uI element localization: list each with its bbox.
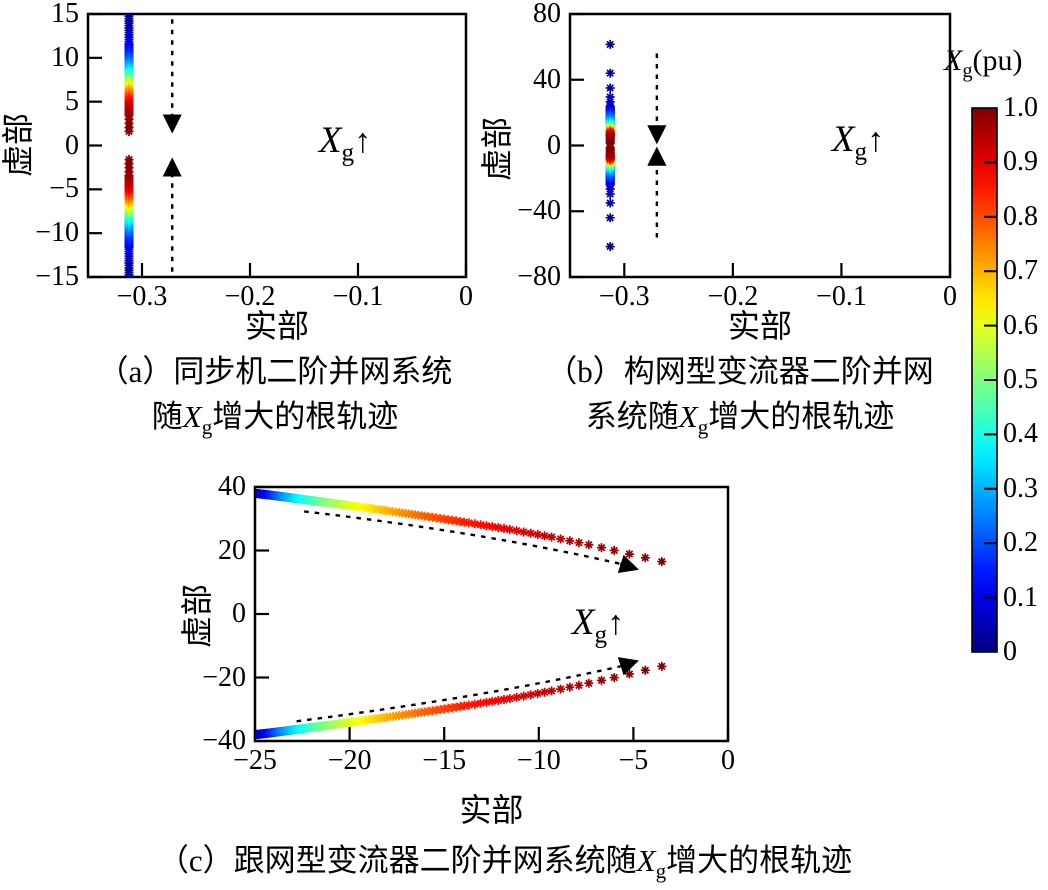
colorbar-tick-label: 0.1 bbox=[1003, 581, 1038, 613]
subplot-b-xtick-label: 0 bbox=[943, 281, 957, 312]
subplot-c-caption: （c）跟网型变流器二阶并网系统随Xg增大的根轨迹 bbox=[85, 838, 925, 890]
subplot-a-ytick-label: 10 bbox=[51, 41, 79, 73]
subplot-c-xtick-label: 0 bbox=[721, 745, 735, 776]
subplot-a-xtick-label: −0.1 bbox=[332, 281, 384, 312]
caption-b-line1: （b）构网型变流器二阶并网 bbox=[546, 354, 934, 389]
colorbar-tick-label: 1.0 bbox=[1003, 92, 1038, 123]
subplot-c-data bbox=[255, 488, 667, 740]
colorbar-tick-label: 0.2 bbox=[1003, 527, 1038, 559]
up-arrow-icon: ↑ bbox=[867, 122, 885, 160]
subplot-a-xlabel: 实部 bbox=[244, 308, 309, 344]
subplot-b-ytick-label: 40 bbox=[533, 63, 561, 95]
colorbar-tick-label: 0.8 bbox=[1003, 200, 1038, 232]
subplot-a-ylabel: 虚部 bbox=[0, 113, 36, 178]
subplot-c-ytick-label: −20 bbox=[202, 661, 246, 693]
subplot-b-caption: （b）构网型变流器二阶并网 系统随Xg增大的根轨迹 bbox=[525, 349, 955, 450]
caption-a-line2: 随Xg增大的根轨迹 bbox=[151, 399, 399, 440]
colorbar-tick-label: 0.6 bbox=[1003, 309, 1038, 341]
colorbar-tick-label: 0.7 bbox=[1003, 255, 1038, 287]
subplot-a-data bbox=[124, 14, 134, 277]
subplot-c-ytick-label: 40 bbox=[218, 471, 246, 502]
subplot-b-xtick-label: −0.2 bbox=[707, 281, 759, 312]
subplot-b-xtick-label: −0.1 bbox=[816, 281, 867, 312]
colorbar-tick-label: 0.9 bbox=[1003, 146, 1038, 178]
subplot-b-ylabel: 虚部 bbox=[479, 117, 515, 182]
subplot-b-xg-annotation: Xg↑ bbox=[831, 119, 885, 166]
subplot-c-ytick-label: −40 bbox=[202, 725, 246, 756]
subplot-b-xlabel: 实部 bbox=[727, 308, 792, 344]
subplot-a-axes bbox=[86, 12, 468, 279]
colorbar-title: Xg(pu) bbox=[944, 44, 1023, 82]
up-arrow-icon: ↑ bbox=[354, 123, 372, 161]
subplot-a-xtick-label: −0.3 bbox=[116, 281, 168, 312]
subplot-a-xtick-label: −0.2 bbox=[224, 281, 276, 312]
subplot-a-xtick-label: 0 bbox=[459, 281, 473, 312]
colorbar-tick-label: 0.5 bbox=[1003, 364, 1038, 395]
subplot-c-ytick-label: 20 bbox=[218, 534, 246, 566]
subplot-a-caption: （a）同步机二阶并网系统 随Xg增大的根轨迹 bbox=[60, 349, 490, 450]
subplot-a-ytick-label: 5 bbox=[65, 85, 79, 117]
colorbar bbox=[971, 107, 998, 653]
caption-b-line2: 系统随Xg增大的根轨迹 bbox=[585, 399, 895, 440]
subplot-b-data bbox=[605, 39, 615, 252]
subplot-a-ytick-label: −15 bbox=[35, 261, 79, 292]
subplot-c-xtick-label: −10 bbox=[516, 745, 561, 776]
subplot-c-ylabel: 虚部 bbox=[179, 584, 215, 649]
subplot-a-ytick-label: 0 bbox=[65, 129, 79, 161]
subplot-c-xtick-label: −15 bbox=[422, 745, 467, 776]
subplot-b-ytick-label: −80 bbox=[517, 261, 561, 292]
caption-a-line1: （a）同步机二阶并网系统 bbox=[97, 354, 453, 389]
subplot-c-arrows bbox=[296, 510, 639, 723]
colorbar-tick-label: 0 bbox=[1003, 636, 1017, 667]
up-arrow-icon: ↑ bbox=[607, 605, 625, 643]
subplot-c-xlabel: 实部 bbox=[459, 792, 524, 828]
subplot-c-xtick-label: −5 bbox=[618, 745, 649, 776]
colorbar-tick-label: 0.4 bbox=[1003, 418, 1038, 450]
colorbar-tick-label: 0.3 bbox=[1003, 472, 1038, 504]
caption-c-line: （c）跟网型变流器二阶并网系统随Xg增大的根轨迹 bbox=[157, 843, 853, 884]
subplot-b-ytick-label: 80 bbox=[533, 0, 561, 29]
subplot-c-xtick-label: −25 bbox=[233, 745, 277, 776]
subplot-a-ytick-label: 15 bbox=[51, 0, 79, 29]
subplot-b-ytick-label: −40 bbox=[517, 195, 561, 227]
subplot-b-ytick-label: 0 bbox=[547, 129, 561, 161]
subplot-c-ytick-label: 0 bbox=[232, 598, 246, 629]
subplot-a-ytick-label: −10 bbox=[35, 217, 79, 249]
subplot-a-xg-annotation: Xg↑ bbox=[318, 120, 372, 167]
subplot-b-axes bbox=[568, 12, 952, 279]
subplot-b-xtick-label: −0.3 bbox=[598, 281, 650, 312]
subplot-c-xtick-label: −20 bbox=[327, 745, 372, 776]
subplot-c-xg-annotation: Xg↑ bbox=[571, 602, 625, 649]
subplot-a-ytick-label: −5 bbox=[49, 173, 79, 205]
